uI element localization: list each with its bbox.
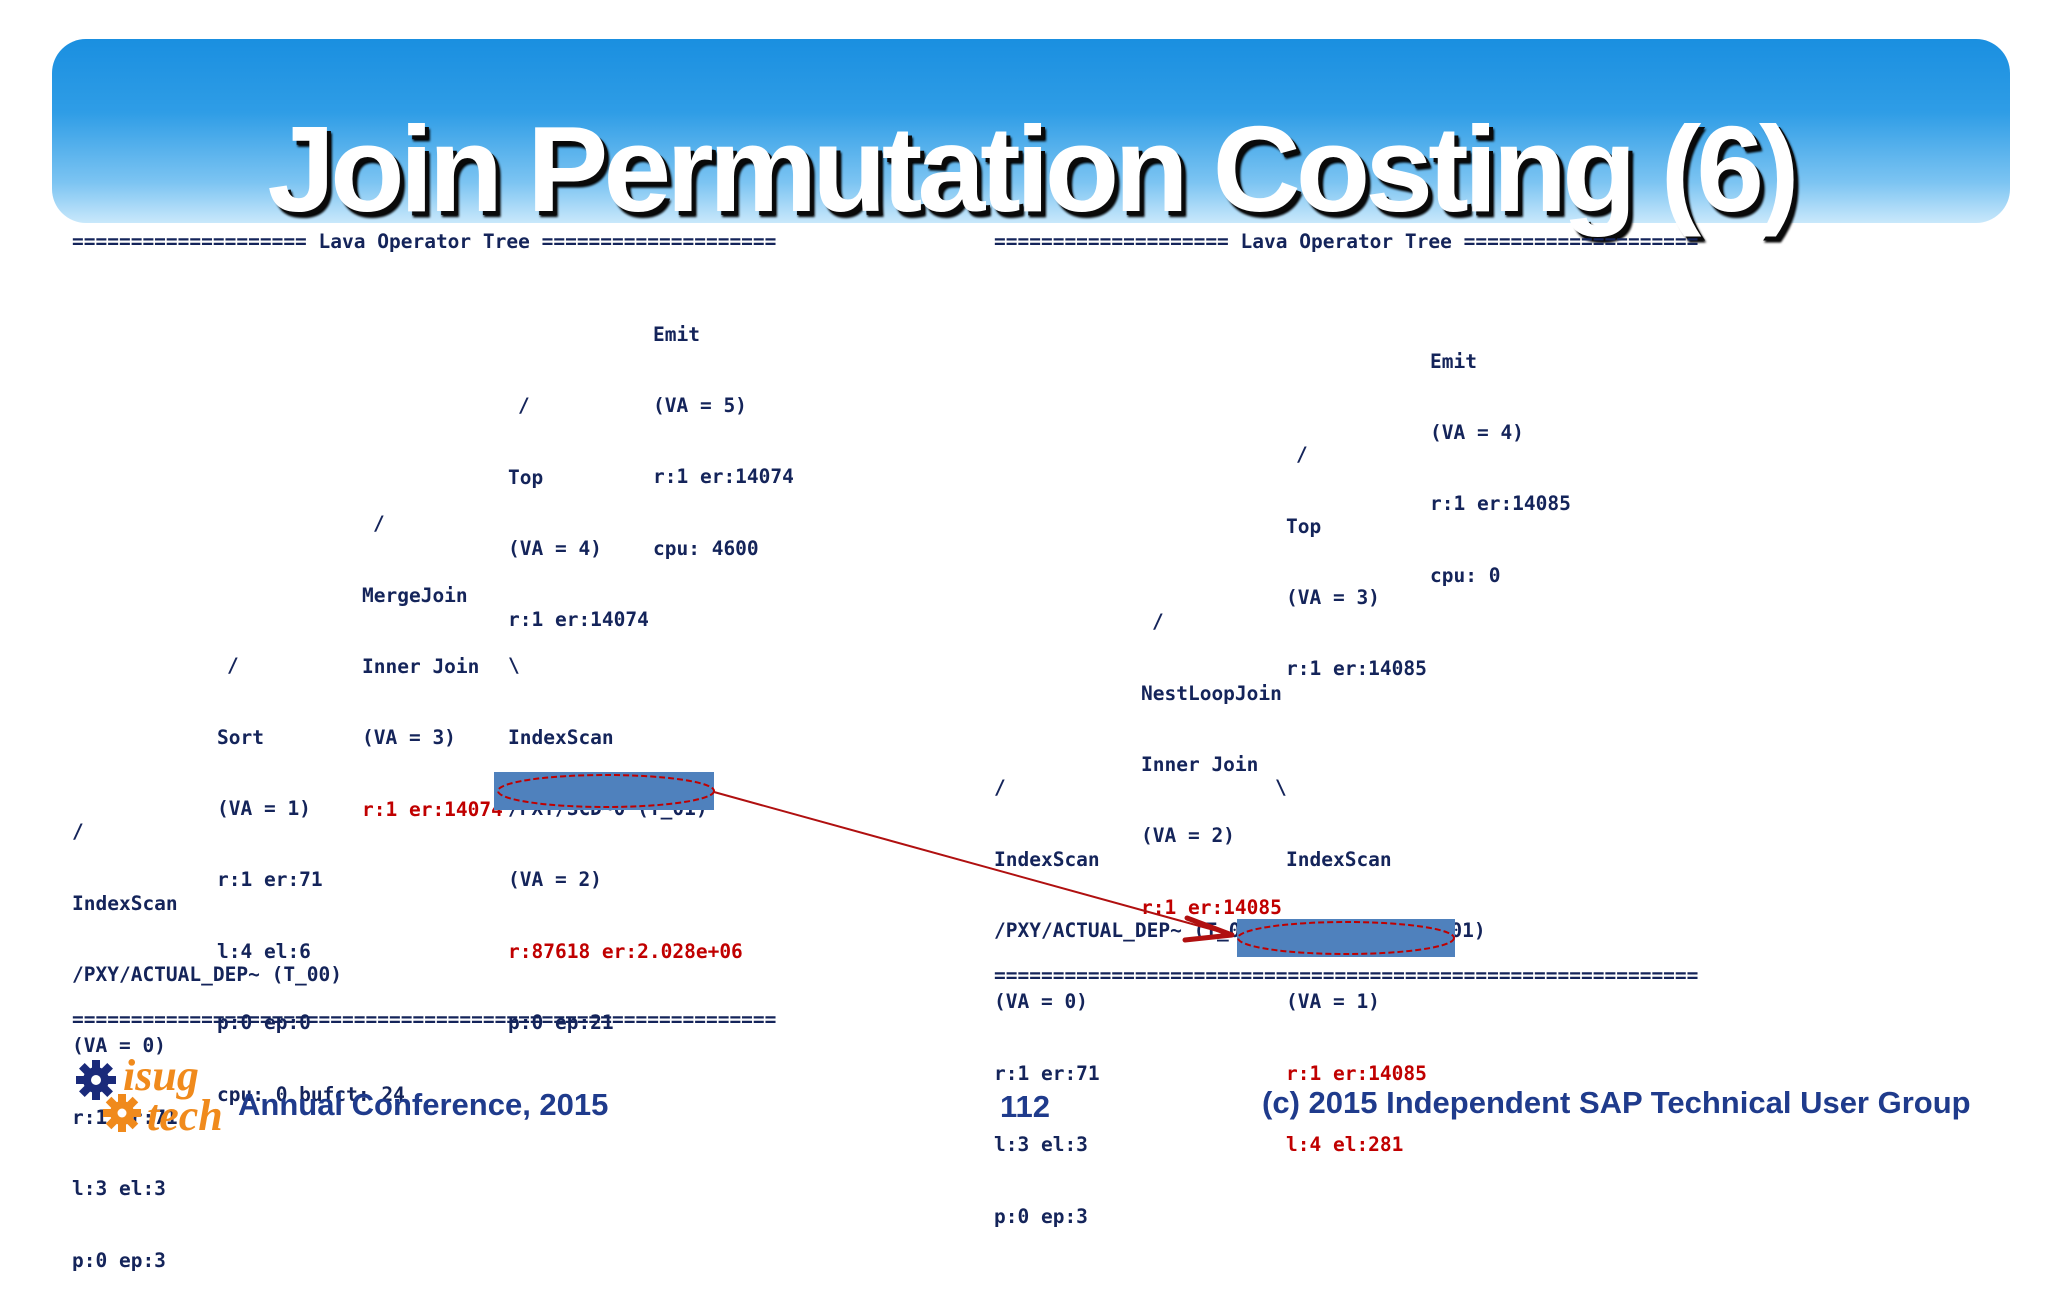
- left-top-connector: /: [518, 394, 530, 417]
- node-line: (VA = 0): [72, 1034, 166, 1058]
- node-line: (VA = 3): [362, 726, 456, 750]
- node-line: r:1 er:14085: [1430, 492, 1571, 516]
- node-line: MergeJoin: [362, 583, 468, 607]
- node-line: r:1 er:14085: [1286, 657, 1427, 681]
- gear-icon: [103, 1094, 141, 1132]
- left-emit-node: Emit (VA = 5) r:1 er:14074 cpu: 4600: [653, 275, 794, 584]
- right-emit-node: Emit (VA = 4) r:1 er:14085 cpu: 0: [1430, 302, 1571, 611]
- node-line: cpu: 4600: [653, 536, 759, 560]
- node-line: Top: [508, 465, 544, 489]
- arrow-head-icon: [1182, 915, 1235, 943]
- left-indexscan0-connector: /: [72, 820, 84, 843]
- node-line: Inner Join: [362, 654, 480, 678]
- gear-icon: [76, 1060, 116, 1100]
- node-line: p:0 ep:21: [508, 1011, 614, 1035]
- node-line: Sort: [217, 725, 264, 749]
- right-top-connector: /: [1296, 443, 1308, 466]
- node-line: Inner Join: [1141, 752, 1259, 776]
- node-line: (VA = 1): [1286, 990, 1380, 1014]
- node-line: p:0 ep:3: [994, 1204, 1088, 1228]
- title-banner: Join Permutation Costing (6): [52, 39, 2010, 237]
- right-highlight-ellipse: [1237, 921, 1455, 955]
- node-line: (VA = 3): [1286, 585, 1380, 609]
- right-nestloopjoin-node: NestLoopJoin Inner Join (VA = 2) r:1 er:…: [1141, 634, 1282, 943]
- node-line: r:1 er:71: [994, 1061, 1100, 1085]
- node-line: (VA = 4): [508, 536, 602, 560]
- node-line: IndexScan: [72, 891, 178, 915]
- node-line-highlight: r:1 er:14074: [362, 797, 503, 821]
- node-line: Emit: [1430, 349, 1477, 373]
- footer-copyright: (c) 2015 Independent SAP Technical User …: [1262, 1085, 1971, 1120]
- annotation-overlay: [497, 774, 1455, 955]
- node-line: Emit: [653, 322, 700, 346]
- left-sort-node: Sort (VA = 1) r:1 er:71 l:4 el:6 p:0 ep:…: [217, 678, 405, 1130]
- node-line: (VA = 1): [217, 796, 311, 820]
- node-line: r:1 er:14074: [653, 465, 794, 489]
- node-line: IndexScan: [994, 847, 1100, 871]
- node-line: IndexScan: [1286, 847, 1392, 871]
- left-highlight-ellipse: [497, 774, 715, 808]
- right-indexscan1-connector: \: [1275, 776, 1287, 799]
- left-top-node: Top (VA = 4) r:1 er:14074: [508, 418, 649, 656]
- connector-arrow-line: [713, 791, 1233, 936]
- node-line: p:0 ep:3: [72, 1248, 166, 1272]
- left-indexscan2-connector: \: [508, 654, 520, 677]
- left-mergejoin-node: MergeJoin Inner Join (VA = 3) r:1 er:140…: [362, 536, 503, 845]
- node-line: (VA = 4): [1430, 420, 1524, 444]
- node-line: l:4 el:6: [217, 939, 311, 963]
- footer-page-number: 112: [1000, 1089, 1051, 1124]
- node-line: cpu: 0: [1430, 563, 1501, 587]
- node-line: NestLoopJoin: [1141, 681, 1282, 705]
- node-line: (VA = 2): [1141, 824, 1235, 848]
- logo-text-tech: tech: [147, 1091, 223, 1140]
- node-line: p:0 ep:0: [217, 1011, 311, 1035]
- node-line: l:3 el:3: [72, 1177, 166, 1201]
- node-line: IndexScan: [508, 725, 614, 749]
- slide-title: Join Permutation Costing (6): [267, 101, 1799, 237]
- node-line: (VA = 0): [994, 990, 1088, 1014]
- right-indexscan0-connector: /: [994, 776, 1006, 799]
- right-tree-header: ==================== Lava Operator Tree …: [994, 230, 1699, 253]
- footer-conference: Annual Conference, 2015: [238, 1087, 609, 1122]
- node-line-highlight: r:1 er:14085: [1286, 1061, 1427, 1085]
- node-line: r:1 er:14074: [508, 608, 649, 632]
- node-line: (VA = 2): [508, 868, 602, 892]
- left-tree-footer: ========================================…: [72, 1008, 777, 1031]
- isug-tech-logo: [76, 1060, 141, 1132]
- node-line: Top: [1286, 514, 1322, 538]
- right-tree-footer: ========================================…: [994, 964, 1699, 987]
- left-merge-connector: /: [373, 512, 385, 535]
- logo-text-isug: isug: [123, 1051, 199, 1100]
- right-top-node: Top (VA = 3) r:1 er:14085: [1286, 467, 1427, 705]
- node-line: (VA = 5): [653, 393, 747, 417]
- node-line: /PXY/ACTUAL_DEP~ (T_00): [72, 962, 343, 986]
- left-tree-header: ==================== Lava Operator Tree …: [72, 230, 777, 253]
- node-line: cpu: 0 bufct: 24: [217, 1082, 405, 1106]
- left-sort-connector: /: [227, 654, 239, 677]
- right-nlj-connector: /: [1152, 610, 1164, 633]
- node-line-highlight: r:87618 er:2.028e+06: [508, 939, 743, 963]
- node-line: r:1 er:71: [217, 868, 323, 892]
